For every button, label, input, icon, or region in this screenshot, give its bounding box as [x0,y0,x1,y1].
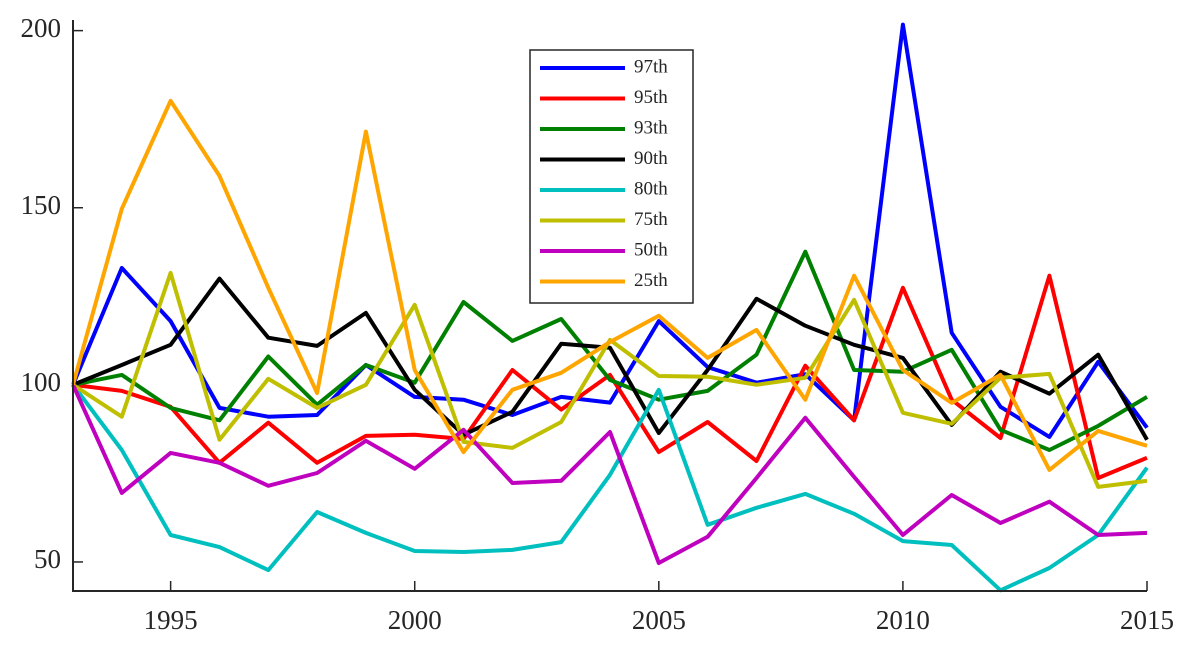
legend-label: 95th [634,87,668,108]
legend-label: 93th [634,117,668,138]
x-tick-label: 2005 [632,605,686,635]
y-tick-label: 150 [21,190,62,220]
legend-label: 50th [634,239,668,260]
y-tick-label: 200 [21,13,62,43]
legend-label: 97th [634,56,668,77]
legend-box [529,49,694,304]
y-tick-label: 50 [34,544,61,574]
x-tick-label: 2015 [1120,605,1174,635]
legend-label: 75th [634,209,668,230]
axes [72,20,1147,592]
y-tick-label: 100 [21,367,62,397]
series-line [71,98,1148,472]
series-line [71,383,1149,593]
series-line [72,249,1149,452]
series-line [72,273,1148,480]
x-tick-label: 2000 [388,605,442,635]
series-line [71,383,1148,565]
x-tick-label: 1995 [144,605,198,635]
series-line [71,22,1149,439]
legend-label: 80th [634,178,668,199]
legend-label: 25th [634,270,668,291]
legend-label: 90th [634,148,668,169]
x-tick-label: 2010 [876,605,930,635]
